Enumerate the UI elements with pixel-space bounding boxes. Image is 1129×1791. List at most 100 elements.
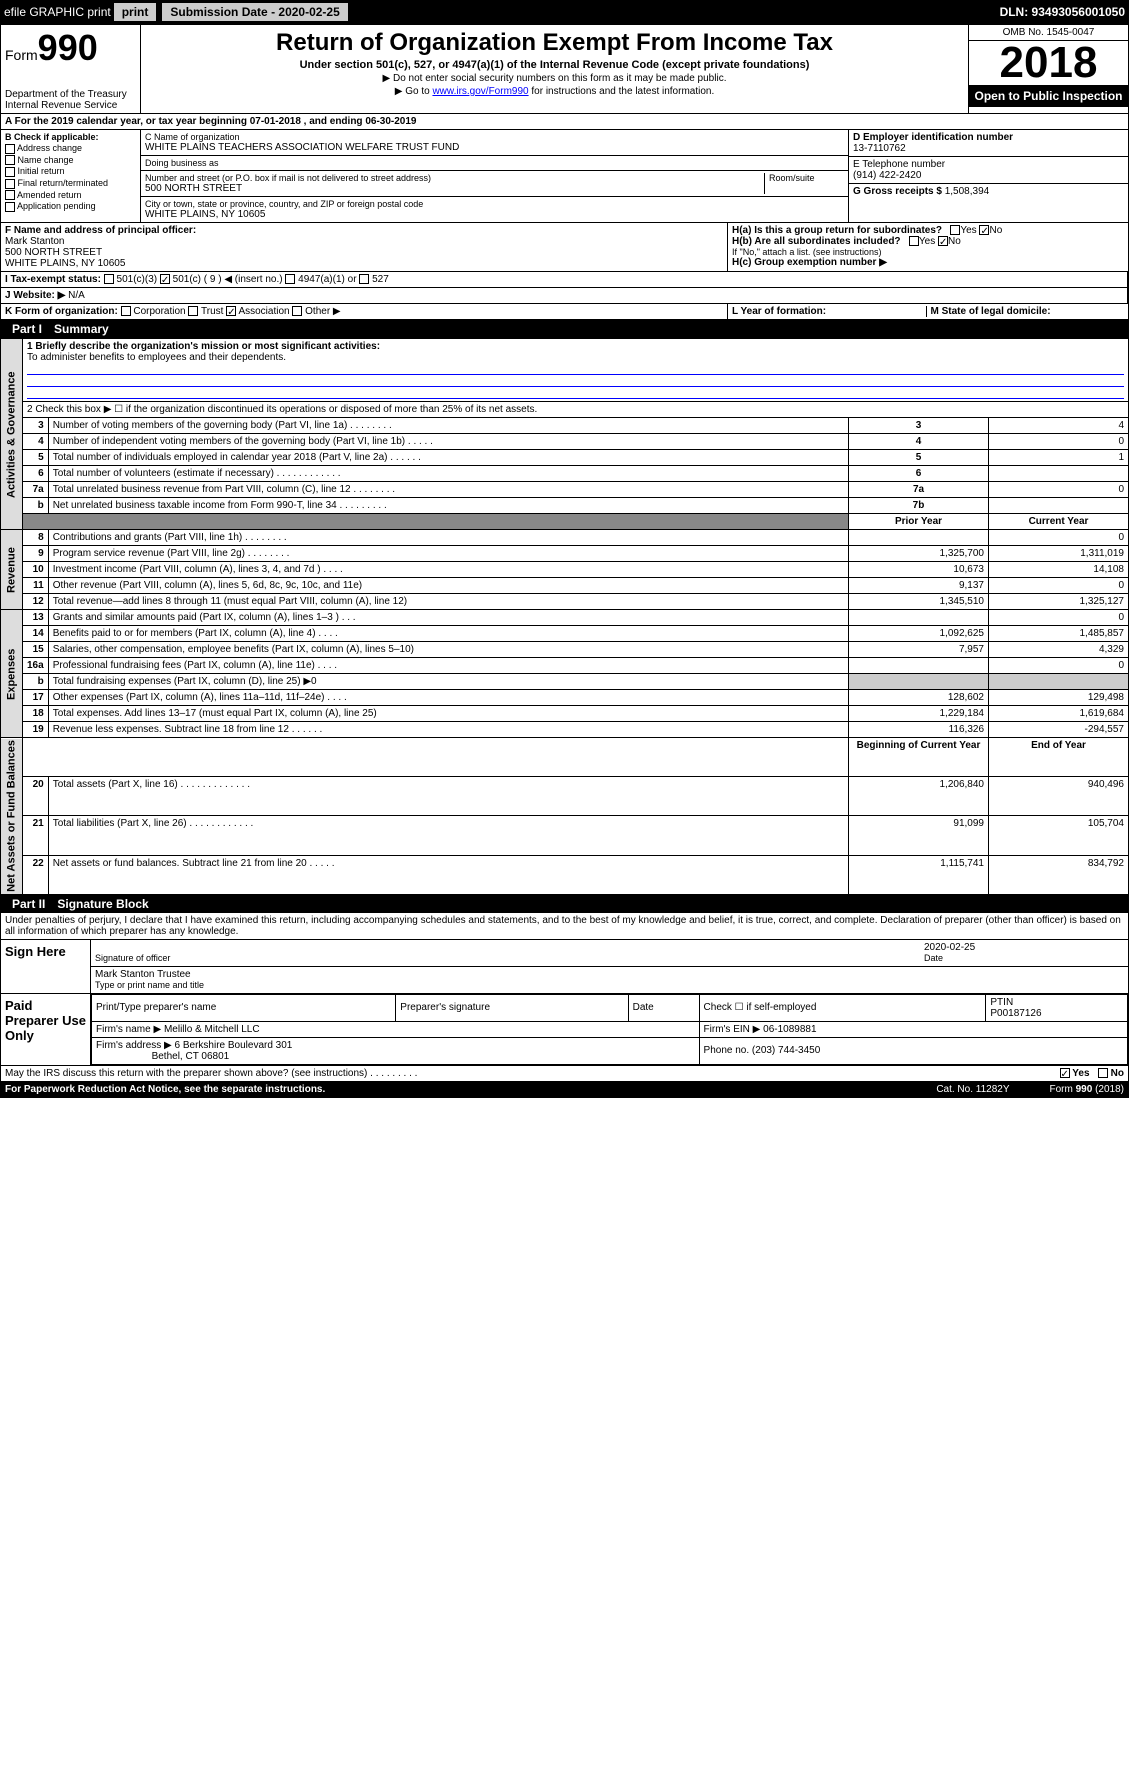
part2-header: Part II Signature Block [0, 895, 1129, 913]
j-label: J Website: ▶ [5, 290, 65, 301]
org-name: WHITE PLAINS TEACHERS ASSOCIATION WELFAR… [145, 142, 844, 153]
table-row: 7aTotal unrelated business revenue from … [1, 482, 1129, 498]
table-row: 4Number of independent voting members of… [1, 434, 1129, 450]
signature-block: Sign Here Signature of officer2020-02-25… [0, 940, 1129, 1066]
paid-preparer-label: Paid Preparer Use Only [1, 994, 91, 1065]
paid-preparer-table: Print/Type preparer's name Preparer's si… [91, 994, 1128, 1065]
c-name-label: C Name of organization [145, 132, 844, 142]
addr-label: Number and street (or P.O. box if mail i… [145, 173, 764, 183]
date-label: Date [924, 953, 943, 963]
l-label: L Year of formation: [732, 306, 826, 317]
section-bcd: B Check if applicable: Address change Na… [0, 130, 1129, 223]
form-title: Return of Organization Exempt From Incom… [145, 29, 964, 57]
h-c: H(c) Group exemption number ▶ [732, 257, 1124, 268]
chk-name-change[interactable]: Name change [5, 155, 136, 166]
part2-num: Part II [6, 897, 51, 911]
gross-receipts: 1,508,394 [945, 186, 990, 197]
room-label: Room/suite [769, 173, 844, 183]
form-number: Form990 [5, 27, 136, 69]
city-label: City or town, state or province, country… [145, 199, 844, 209]
table-row: 11Other revenue (Part VIII, column (A), … [1, 578, 1129, 594]
table-row: 22Net assets or fund balances. Subtract … [1, 855, 1129, 894]
side-expenses: Expenses [1, 610, 23, 738]
discuss-no: No [1111, 1068, 1124, 1079]
summary-table: Activities & Governance 1 Briefly descri… [0, 338, 1129, 895]
row-i: I Tax-exempt status: 501(c)(3) 501(c) ( … [0, 272, 1129, 288]
opt-trust: Trust [201, 306, 223, 317]
line2: 2 Check this box ▶ ☐ if the organization… [23, 402, 1129, 418]
open-public: Open to Public Inspection [969, 85, 1128, 107]
e-label: E Telephone number [853, 159, 945, 170]
officer-city: WHITE PLAINS, NY 10605 [5, 258, 125, 269]
col-current: Current Year [1029, 516, 1089, 527]
chk-app-pending[interactable]: Application pending [5, 201, 136, 212]
f-label: F Name and address of principal officer: [5, 225, 196, 236]
dln: DLN: 93493056001050 [1000, 5, 1125, 19]
officer-name-title: Mark Stanton Trustee [95, 969, 191, 980]
irs-link[interactable]: www.irs.gov/Form990 [432, 86, 528, 97]
firm-ein: 06-1089881 [763, 1024, 816, 1035]
chk-address-change[interactable]: Address change [5, 143, 136, 154]
table-row: 15Salaries, other compensation, employee… [1, 642, 1129, 658]
opt-other: Other ▶ [305, 306, 340, 317]
paperwork-notice: For Paperwork Reduction Act Notice, see … [5, 1084, 325, 1095]
self-employed-chk: Check ☐ if self-employed [699, 994, 986, 1021]
org-city: WHITE PLAINS, NY 10605 [145, 209, 844, 220]
row-f-h: F Name and address of principal officer:… [0, 223, 1129, 272]
name-title-label: Type or print name and title [95, 980, 204, 990]
form-subtitle: Under section 501(c), 527, or 4947(a)(1)… [145, 59, 964, 71]
sig-officer-label: Signature of officer [95, 953, 170, 963]
row-j: J Website: ▶ N/A [0, 288, 1129, 304]
chk-final-return[interactable]: Final return/terminated [5, 178, 136, 189]
firm-name-label: Firm's name ▶ [96, 1024, 161, 1035]
sign-here-label: Sign Here [1, 940, 91, 993]
line1-label: 1 Briefly describe the organization's mi… [27, 341, 380, 352]
chk-initial-return[interactable]: Initial return [5, 166, 136, 177]
table-row: 3Number of voting members of the governi… [1, 418, 1129, 434]
footer-paperwork: For Paperwork Reduction Act Notice, see … [0, 1082, 1129, 1098]
footer-discuss: May the IRS discuss this return with the… [0, 1066, 1129, 1082]
b-label: B Check if applicable: [5, 132, 99, 142]
table-row: 5Total number of individuals employed in… [1, 450, 1129, 466]
top-bar: efile GRAPHIC print print Submission Dat… [0, 0, 1129, 24]
m-label: M State of legal domicile: [931, 306, 1051, 317]
firm-addr-label: Firm's address ▶ [96, 1040, 172, 1051]
officer-name: Mark Stanton [5, 236, 64, 247]
d-label: D Employer identification number [853, 132, 1013, 143]
form-ref: Form 990 (2018) [1050, 1084, 1124, 1095]
side-net: Net Assets or Fund Balances [1, 738, 23, 895]
col-c-org-info: C Name of organization WHITE PLAINS TEAC… [141, 130, 848, 222]
h-b: H(b) Are all subordinates included? Yes … [732, 236, 1124, 247]
opt-4947: 4947(a)(1) or [298, 274, 356, 285]
discuss-text: May the IRS discuss this return with the… [5, 1068, 417, 1079]
firm-name: Melillo & Mitchell LLC [164, 1024, 260, 1035]
phone-label: Phone no. [704, 1045, 750, 1056]
opt-501c3: 501(c)(3) [117, 274, 158, 285]
table-row: 6Total number of volunteers (estimate if… [1, 466, 1129, 482]
print-button[interactable]: print [113, 2, 158, 22]
table-row: bNet unrelated business taxable income f… [1, 498, 1129, 514]
note2-post: for instructions and the latest informat… [529, 86, 715, 97]
col-begin: Beginning of Current Year [857, 740, 981, 751]
table-row: 17Other expenses (Part IX, column (A), l… [1, 690, 1129, 706]
table-row: 18Total expenses. Add lines 13–17 (must … [1, 706, 1129, 722]
website: N/A [68, 290, 85, 301]
k-label: K Form of organization: [5, 306, 118, 317]
table-row: 20Total assets (Part X, line 16) . . . .… [1, 777, 1129, 816]
table-row: 12Total revenue—add lines 8 through 11 (… [1, 594, 1129, 610]
table-row: bTotal fundraising expenses (Part IX, co… [1, 674, 1129, 690]
opt-corp: Corporation [133, 306, 185, 317]
table-row: 21Total liabilities (Part X, line 26) . … [1, 816, 1129, 855]
col-d-ein-phone: D Employer identification number 13-7110… [848, 130, 1128, 222]
efile-label: efile GRAPHIC print [4, 5, 111, 19]
note-link: ▶ Go to www.irs.gov/Form990 for instruct… [145, 86, 964, 97]
phone-value: (914) 422-2420 [853, 170, 921, 181]
part1-title: Summary [54, 322, 109, 336]
org-address: 500 NORTH STREET [145, 183, 764, 194]
table-row: 9Program service revenue (Part VIII, lin… [1, 546, 1129, 562]
side-governance: Activities & Governance [1, 339, 23, 530]
i-label: I Tax-exempt status: [5, 274, 101, 285]
chk-amended[interactable]: Amended return [5, 190, 136, 201]
form-990-num: 990 [38, 27, 98, 68]
part1-num: Part I [6, 322, 48, 336]
